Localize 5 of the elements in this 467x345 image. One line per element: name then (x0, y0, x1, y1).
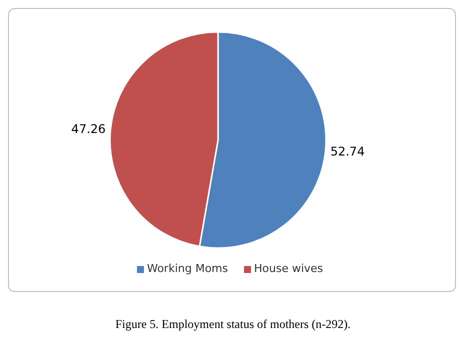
caption: Figure 5. Employment status of mothers (n-292). (115, 317, 351, 331)
data-label: 47.26 (71, 122, 106, 136)
legend-label: House wives (254, 262, 324, 275)
legend-label: Working Moms (146, 262, 228, 275)
data-label: 52.74 (330, 144, 365, 158)
